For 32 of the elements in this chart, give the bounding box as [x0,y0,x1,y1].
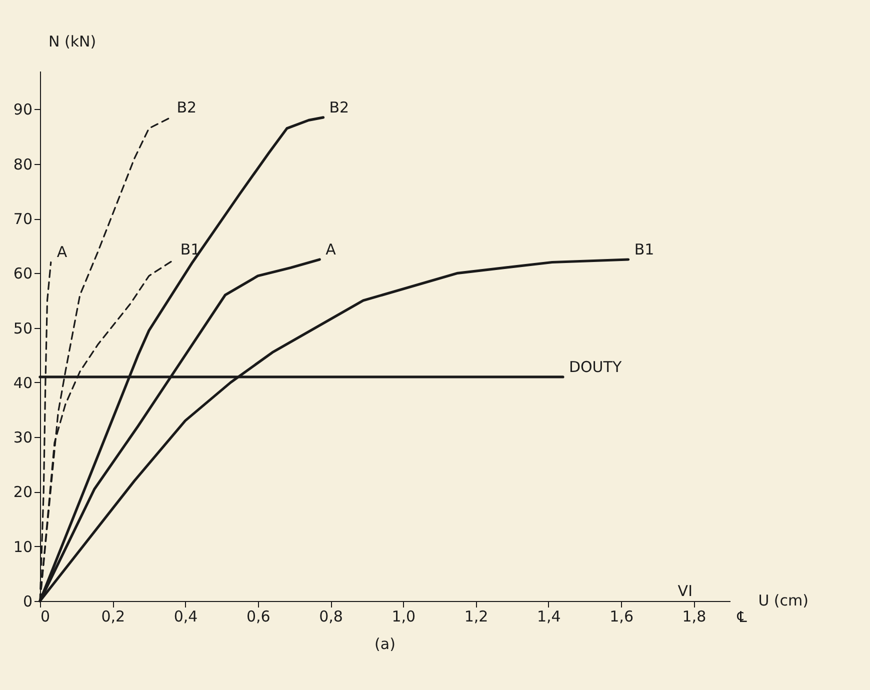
series-label: B2 [176,98,197,116]
x-axis-title: U (cm) [758,592,808,610]
y-tick-label: 90 [13,100,32,119]
series-label: B1 [634,240,654,259]
x-tick-label: 0,8 [319,608,343,626]
series-label: A [326,240,337,259]
series-label: A [56,243,68,262]
y-tick-label: 30 [13,428,32,447]
y-tick-label: 40 [13,374,32,392]
x-tick-label: 1,4 [536,608,561,626]
series-label: B1 [180,240,200,259]
x-tick-label: 1,8 [682,608,706,626]
x-tick-label: 0,2 [101,608,126,626]
y-tick-label: 80 [13,155,32,174]
y-tick-label: 10 [13,538,32,556]
y-tick-label: 20 [13,483,32,502]
y-axis-title: N (kN) [48,32,96,50]
text: ℄ [736,608,748,626]
x-tick-label: 1,2 [464,608,488,626]
x-tick-label: 1,0 [392,608,416,626]
x-tick-label: 1,6 [610,608,634,626]
y-tick-label: 60 [13,264,32,283]
annotation: VI [678,582,692,600]
series-label: DOUTY [568,358,622,376]
x-tick-label: 0 [40,608,50,626]
y-tick-label: 0 [22,592,32,610]
y-tick-label: 50 [13,319,32,338]
x-tick-label: 0,4 [174,608,198,626]
text: (a) [374,635,396,653]
y-tick-label: 70 [13,210,32,228]
x-tick-label: 0,6 [246,608,270,626]
series-label: B2 [329,98,350,116]
